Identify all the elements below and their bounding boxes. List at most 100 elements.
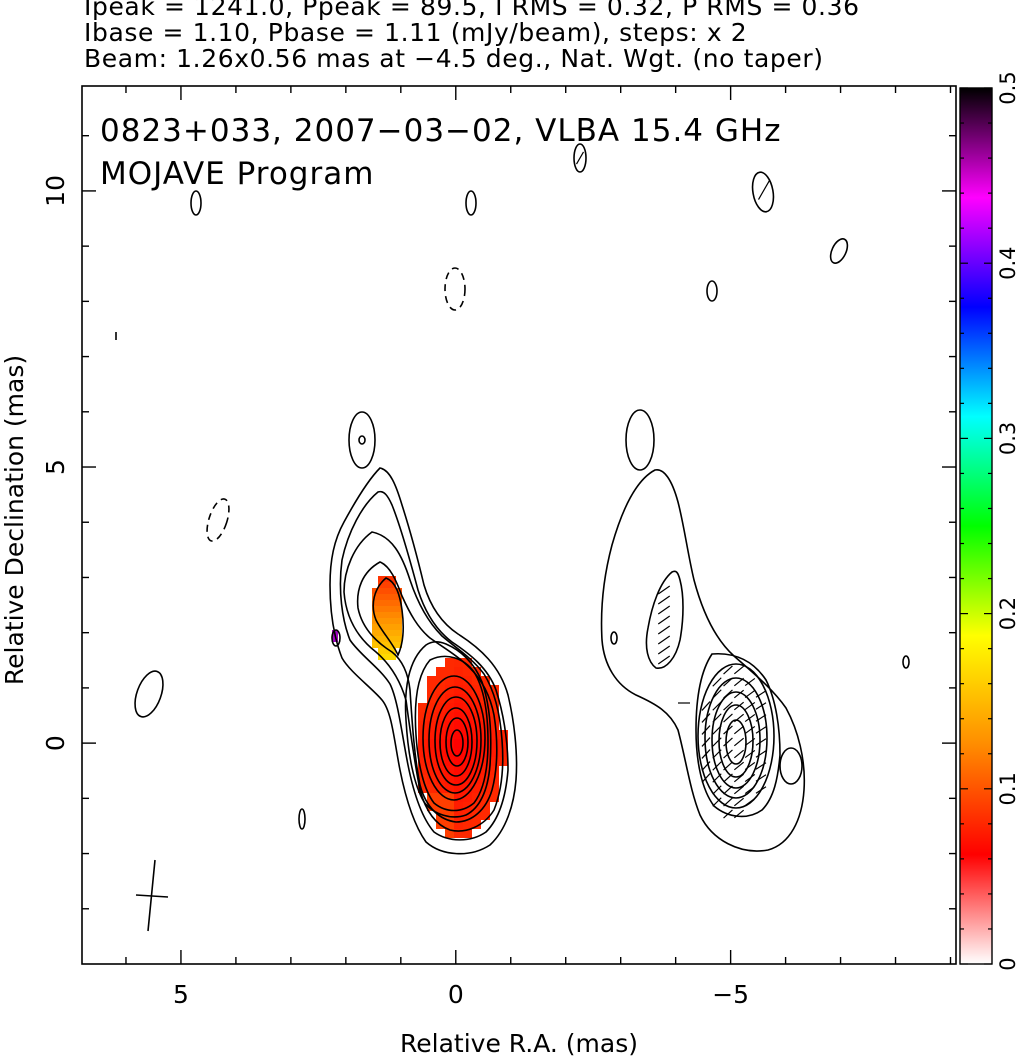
pol-pixel [454, 658, 463, 667]
x-tick-label: 0 [448, 980, 464, 1009]
pol-pixel [384, 582, 390, 588]
pol-contour-island [625, 409, 655, 471]
pol-pixel [463, 811, 472, 820]
evpa-vector [744, 701, 756, 711]
contour-island [348, 411, 376, 469]
pol-pixel [463, 694, 472, 703]
pol-pixel [418, 757, 427, 766]
pol-pixel [454, 784, 463, 793]
pol-contour-knot [645, 570, 684, 669]
evpa-vector [701, 725, 711, 735]
pol-pixel [372, 618, 378, 624]
pol-pixel [445, 820, 454, 829]
pol-pixel [436, 676, 445, 685]
pol-pixel [384, 618, 390, 624]
evpa-vector [723, 785, 733, 795]
evpa-vector [757, 180, 771, 200]
evpa-vector [723, 713, 733, 723]
pol-pixel [454, 829, 463, 838]
pol-pixel [378, 606, 384, 612]
pol-pixel [372, 588, 378, 594]
pol-pixel [445, 685, 454, 694]
pol-pixel [396, 618, 402, 624]
pol-pixel [427, 694, 436, 703]
evpa-vector [733, 797, 745, 807]
pol-pixel [445, 829, 454, 838]
pol-pixel [436, 757, 445, 766]
evpa-vector [723, 749, 733, 759]
pol-pixel [454, 694, 463, 703]
pol-pixel [472, 820, 481, 829]
pol-pixel [463, 667, 472, 676]
evpa-vector [733, 749, 745, 759]
evpa-vector [657, 615, 671, 625]
evpa-vector [657, 595, 671, 605]
pol-pixel [390, 606, 396, 612]
pol-pixel [427, 748, 436, 757]
pol-pixel [418, 721, 427, 730]
pol-pixel [384, 624, 390, 630]
evpa-vector [744, 785, 756, 795]
evpa-vector [701, 701, 711, 711]
pol-pixel [472, 712, 481, 721]
pol-pixel [378, 630, 384, 636]
evpa-vector [657, 635, 671, 645]
x-tick-label: 5 [173, 980, 189, 1009]
evpa-vector [712, 713, 722, 723]
pol-pixel [378, 648, 384, 654]
pol-pixel [427, 676, 436, 685]
pol-pixel [454, 757, 463, 766]
colorbar-ticks [960, 87, 992, 965]
pol-pixel [390, 648, 396, 654]
pol-pixel [418, 712, 427, 721]
pol-pixel [490, 685, 499, 694]
total-intensity-contours [115, 190, 518, 855]
evpa-vector [723, 665, 733, 675]
pol-pixel [499, 739, 508, 748]
pol-pixel [490, 739, 499, 748]
pol-pixel [463, 721, 472, 730]
pol-pixel [384, 600, 390, 606]
pol-pixel [454, 802, 463, 811]
pol-pixel [427, 730, 436, 739]
evpa-vector [712, 701, 722, 711]
pol-pixel [436, 703, 445, 712]
pol-pixel [396, 624, 402, 630]
pol-pixel [436, 712, 445, 721]
pol-pixel [418, 784, 427, 793]
pol-pixel [490, 721, 499, 730]
contour-7 [422, 675, 486, 801]
evpa-vector [712, 749, 722, 759]
evpa-vector [657, 655, 671, 665]
pol-pixel [372, 600, 378, 606]
plot-frame [81, 85, 957, 965]
evpa-vector [701, 749, 711, 759]
pol-pixel [463, 658, 472, 667]
pol-pixel [463, 703, 472, 712]
contour-island [358, 435, 366, 445]
pol-contour-island [610, 631, 618, 645]
pol-pixel [390, 576, 396, 582]
pol-pixel [445, 802, 454, 811]
pol-pixel [378, 618, 384, 624]
evpa-vector [733, 737, 745, 747]
pol-pixel [445, 712, 454, 721]
pol-contour-island [902, 655, 910, 669]
pol-pixel [378, 612, 384, 618]
contour-11 [445, 717, 469, 767]
pol-pixel [390, 618, 396, 624]
pol-contour-outer [600, 469, 806, 852]
evpa-vector [744, 725, 756, 735]
pol-pixel [490, 730, 499, 739]
pol-pixel [427, 685, 436, 694]
pol-pixel [463, 712, 472, 721]
contour-island [465, 190, 477, 216]
pol-pixel [427, 784, 436, 793]
pol-contour-core-3 [704, 677, 768, 799]
pol-pixel [390, 636, 396, 642]
pol-pixel [481, 694, 490, 703]
evpa-vector [712, 677, 722, 687]
pol-contour-core-2 [697, 663, 775, 809]
evpa-vector [744, 737, 756, 747]
